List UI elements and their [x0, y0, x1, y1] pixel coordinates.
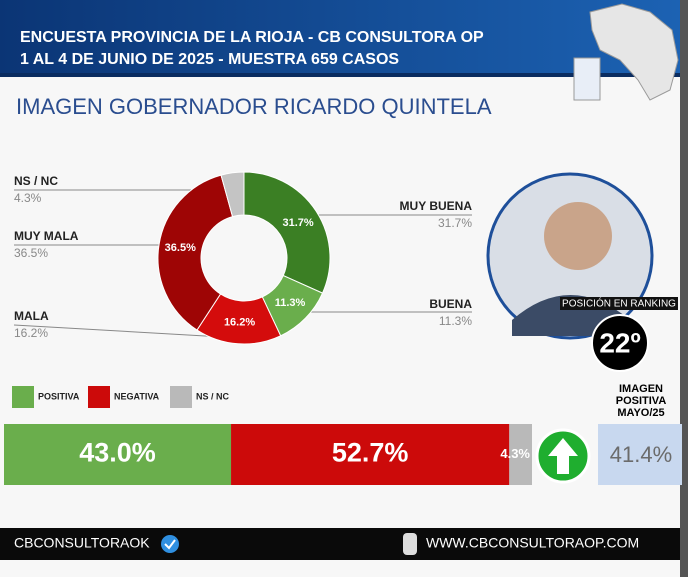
- legend-value: 11.3%: [439, 314, 472, 328]
- legend-label: NS / NC: [196, 391, 230, 401]
- comparison-label: IMAGEN: [619, 383, 663, 395]
- header-line: 1 AL 4 DE JUNIO DE 2025 - MUESTRA 659 CA…: [20, 51, 399, 68]
- legend-label: MUY BUENA: [400, 199, 473, 213]
- arrow-shape: [548, 438, 578, 474]
- verified-badge: [161, 535, 179, 553]
- ranking-band: [560, 297, 678, 310]
- chart-title: IMAGEN GOBERNADOR RICARDO QUINTELA: [16, 94, 492, 119]
- footer-account: CBCONSULTORAOK: [14, 535, 150, 551]
- legend-swatch: [88, 386, 110, 408]
- legend-label: NEGATIVA: [114, 391, 160, 401]
- header-band: [0, 0, 680, 75]
- segment-label: 11.3%: [275, 297, 306, 309]
- segment-label: 36.5%: [165, 242, 196, 254]
- donut-segment: [220, 171, 245, 218]
- verified-check: [164, 539, 176, 550]
- segment-label: 31.7%: [283, 217, 314, 229]
- legend-value: 31.7%: [438, 216, 472, 230]
- bar-label: 43.0%: [79, 438, 156, 468]
- province-map: [589, 3, 679, 101]
- segment-label: 16.2%: [224, 316, 255, 328]
- ranking-label: POSICIÓN EN RANKING: [562, 297, 676, 310]
- legend-swatch: [170, 386, 192, 408]
- legend-label: MUY MALA: [14, 229, 79, 243]
- donut-segment: [157, 174, 234, 331]
- comparison-box: [598, 424, 682, 485]
- footer-band: [0, 528, 680, 560]
- leader-lines: [13, 189, 472, 339]
- legend-label: POSITIVA: [38, 391, 80, 401]
- bar-segment: [509, 424, 532, 485]
- hand-icon: [403, 533, 417, 555]
- bar-label: 52.7%: [332, 438, 409, 468]
- comparison-value: 41.4%: [610, 442, 672, 467]
- header-line: ENCUESTA PROVINCIA DE LA RIOJA - CB CONS…: [20, 29, 484, 46]
- footer-website: WWW.CBCONSULTORAOP.COM: [426, 535, 639, 551]
- legend-label: NS / NC: [14, 174, 58, 188]
- legend-value: 4.3%: [14, 191, 42, 205]
- bar-segment: [4, 424, 232, 485]
- country-map: [573, 57, 601, 101]
- ranking-position: 22º: [599, 327, 640, 358]
- legend-label: MALA: [14, 309, 49, 323]
- legend-value: 16.2%: [14, 326, 48, 340]
- legend-value: 36.5%: [14, 246, 48, 260]
- header-rule: [0, 73, 680, 77]
- bar-label: 4.3%: [500, 446, 530, 461]
- comparison-label: POSITIVA: [616, 395, 667, 407]
- right-edge: [680, 0, 688, 577]
- legend-label: BUENA: [429, 297, 472, 311]
- comparison-label: MAYO/25: [617, 407, 664, 419]
- bar-segment: [231, 424, 510, 485]
- photo-face: [544, 202, 612, 270]
- legend-swatch: [12, 386, 34, 408]
- donut-segment: [243, 171, 331, 294]
- ranking-badge: [591, 314, 649, 372]
